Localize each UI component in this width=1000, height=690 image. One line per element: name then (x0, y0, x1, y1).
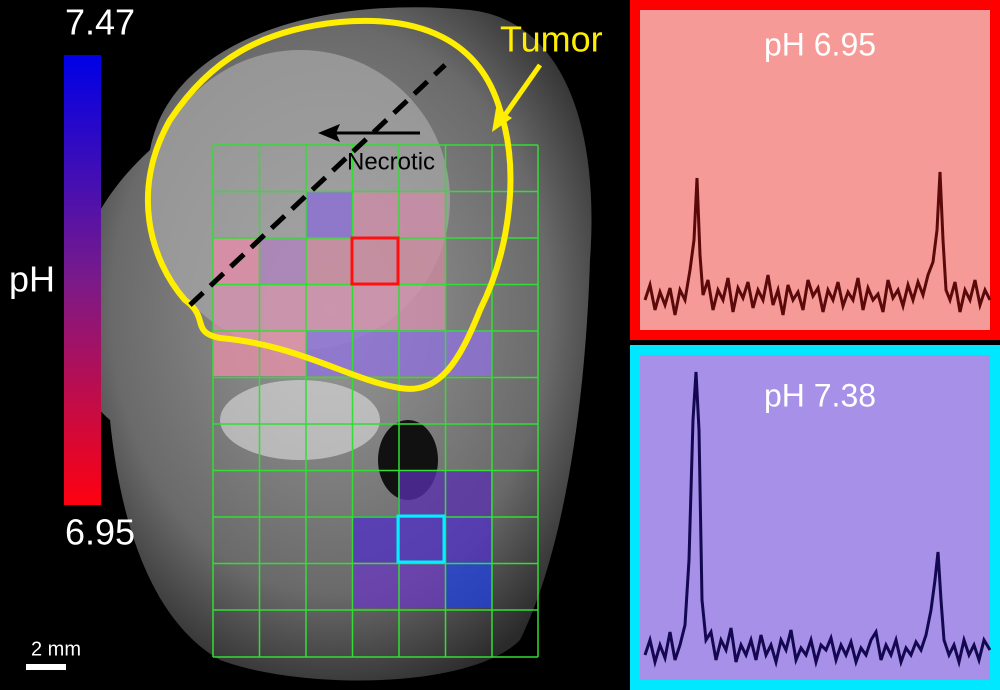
selected-voxel-red (350, 236, 400, 286)
bright-tissue (220, 380, 380, 460)
ph-cell (306, 192, 352, 238)
ph-cell (260, 238, 306, 284)
spectrum-trace (643, 171, 992, 316)
colorbar-label: pH (9, 259, 55, 300)
tumor-contour (144, 17, 514, 392)
tumor-label: Tumor (500, 19, 603, 60)
necrotic-arrowhead (318, 124, 340, 142)
colorbar-min: 6.95 (65, 512, 135, 553)
necrotic-label: Necrotic (347, 148, 435, 175)
selected-voxel-cyan (396, 514, 446, 564)
scale-bar-label: 2 mm (31, 638, 81, 660)
spectrum-trace (643, 371, 992, 668)
ph-cell (445, 562, 491, 608)
colorbar-max: 7.47 (65, 2, 135, 43)
spectrum-panel-red (630, 0, 1000, 340)
spectrum-title: pH 6.95 (764, 26, 876, 62)
ph-cell (352, 516, 491, 562)
scale-bar (26, 664, 66, 670)
necrotic-line (188, 63, 447, 307)
tumor-arrow (497, 63, 543, 124)
ph-cell (306, 238, 445, 284)
colorbar (64, 55, 101, 505)
ph-cell (213, 284, 445, 330)
ph-cell (398, 470, 491, 516)
tumor-arrowhead (492, 108, 512, 132)
spectrum-title: pH 7.38 (764, 377, 876, 413)
